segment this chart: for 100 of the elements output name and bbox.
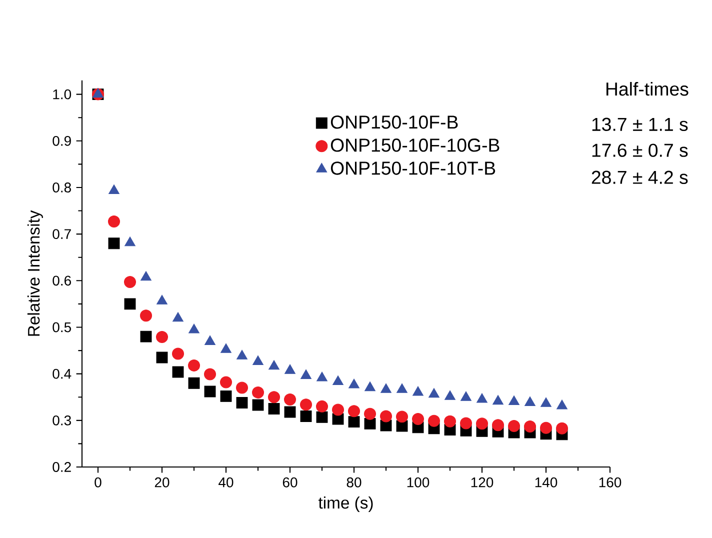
point <box>460 391 472 401</box>
point <box>348 416 360 428</box>
y-tick-label: 0.6 <box>52 276 71 286</box>
point <box>140 310 152 322</box>
point <box>188 324 200 334</box>
point <box>220 376 232 388</box>
point <box>300 398 312 411</box>
point <box>236 350 248 360</box>
point <box>204 335 216 345</box>
point <box>460 417 472 430</box>
point <box>556 400 568 410</box>
point <box>220 390 232 402</box>
point <box>108 238 120 250</box>
x-tick-label: 140 <box>535 477 558 488</box>
point <box>428 414 440 427</box>
point <box>524 420 536 432</box>
point <box>316 372 328 382</box>
legend-label: ONP150-10F-10G-B <box>330 138 500 152</box>
point <box>364 418 376 430</box>
point <box>124 298 136 310</box>
legend-title: Half-times <box>606 82 688 96</box>
point <box>396 410 408 423</box>
point <box>140 271 152 281</box>
point <box>172 366 184 378</box>
point <box>188 359 200 372</box>
point <box>124 276 136 288</box>
annotation: 13.7 ± 1.1 s <box>592 118 688 132</box>
point <box>236 396 248 408</box>
point <box>348 405 360 418</box>
point <box>252 355 264 365</box>
x-tick-label: 20 <box>154 477 170 488</box>
point <box>316 400 328 412</box>
x-tick-label: 80 <box>346 477 362 488</box>
y-tick-label: 0.4 <box>52 368 72 379</box>
point <box>300 369 312 379</box>
point <box>140 330 152 342</box>
point <box>364 382 376 392</box>
point <box>396 383 408 393</box>
y-tick-label: 0.5 <box>52 322 72 332</box>
point <box>252 386 264 398</box>
point <box>476 393 488 403</box>
point <box>492 419 504 432</box>
y-tick-label: 0.8 <box>52 182 71 192</box>
point <box>268 403 280 414</box>
point <box>540 397 552 407</box>
point <box>444 390 456 400</box>
y-tick-label: 0.3 <box>52 415 71 426</box>
point <box>332 404 344 416</box>
y-tick-label: 0.9 <box>52 136 71 146</box>
point <box>172 312 184 322</box>
point <box>108 215 120 228</box>
point <box>300 410 312 422</box>
point <box>316 411 328 423</box>
x-tick-label: 160 <box>599 477 622 488</box>
point <box>508 420 520 432</box>
point <box>380 410 392 422</box>
point <box>348 378 360 388</box>
point <box>156 352 168 364</box>
y-axis-title: Relative Intensity <box>27 210 43 336</box>
point <box>268 360 280 370</box>
legend-label: ONP150-10F-10T-B <box>330 162 496 175</box>
point <box>508 396 520 406</box>
point <box>188 377 200 389</box>
y-tick-label: 0.7 <box>52 229 71 240</box>
point <box>284 406 296 418</box>
point <box>204 386 216 398</box>
x-tick-label: 40 <box>218 477 234 488</box>
point <box>556 422 568 434</box>
x-axis-title: time (s) <box>318 496 373 512</box>
point <box>444 415 456 428</box>
point <box>476 418 488 430</box>
point <box>380 383 392 393</box>
point <box>268 391 280 404</box>
point <box>284 364 296 374</box>
point <box>492 395 504 405</box>
point <box>204 368 216 380</box>
x-tick-label: 120 <box>471 477 494 488</box>
point <box>284 393 296 406</box>
x-tick-label: 0 <box>94 477 102 488</box>
x-tick-label: 60 <box>282 477 298 488</box>
y-tick-label: 0.2 <box>52 462 71 472</box>
point <box>412 386 424 396</box>
annotation: 17.6 ± 0.7 s <box>592 144 688 157</box>
point <box>524 396 536 406</box>
point <box>124 236 136 246</box>
y-tick-label: 1.0 <box>53 89 72 100</box>
point <box>92 88 104 98</box>
point <box>156 294 168 304</box>
legend-label: ONP150-10F-B <box>330 116 458 129</box>
point <box>236 382 248 394</box>
annotation: 28.7 ± 4.2 s <box>592 170 688 184</box>
point <box>108 184 120 194</box>
point <box>412 413 424 426</box>
point <box>364 408 376 420</box>
x-tick-label: 100 <box>407 477 430 488</box>
point <box>220 343 232 353</box>
point <box>332 375 344 386</box>
point <box>428 388 440 398</box>
point <box>540 422 552 434</box>
point <box>172 348 184 360</box>
